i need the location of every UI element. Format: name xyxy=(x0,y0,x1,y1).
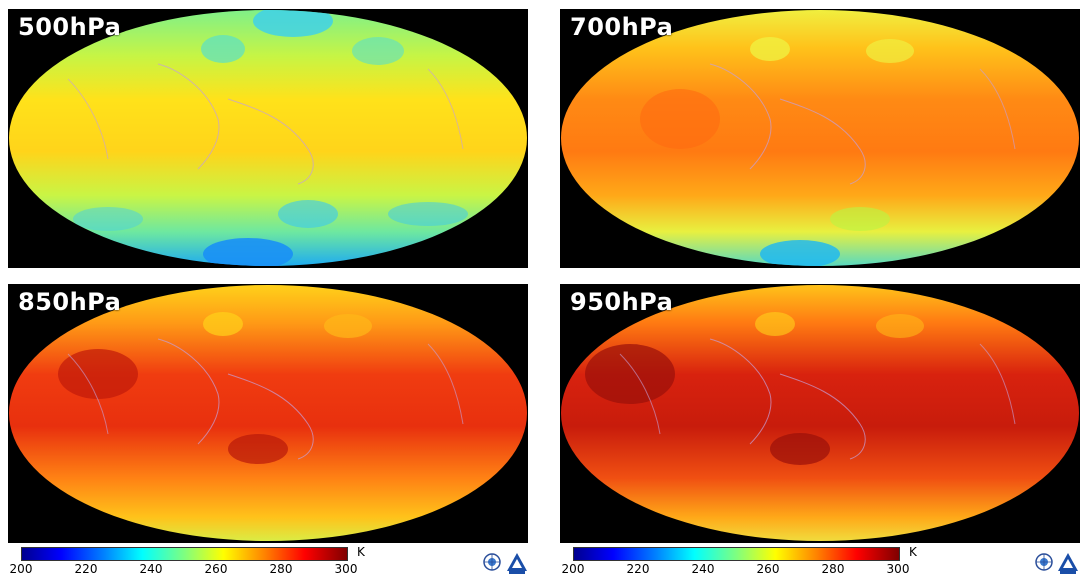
colorbar-tick: 240 xyxy=(691,562,715,576)
colorbar-right: K 200 220 240 260 280 300 xyxy=(562,545,933,579)
globe-map-700hpa xyxy=(561,10,1079,266)
colorbar-tick: 300 xyxy=(334,562,358,576)
globe-logo-icon xyxy=(1035,553,1053,571)
colorbar-left: K 200 220 240 260 280 300 xyxy=(10,545,381,579)
colorbar-tick: 260 xyxy=(756,562,780,576)
map-panel-950hpa: 950hPa xyxy=(560,284,1080,543)
globe-map-850hpa xyxy=(9,285,527,541)
pressure-level-label: 850hPa xyxy=(18,288,122,316)
colorbar-tick: 240 xyxy=(139,562,163,576)
globe-logo-icon xyxy=(483,553,501,571)
colorbar-tick: 200 xyxy=(9,562,33,576)
colorbar-tick: 200 xyxy=(561,562,585,576)
map-panel-500hpa: 500hPa xyxy=(8,9,528,268)
pressure-level-label: 950hPa xyxy=(570,288,674,316)
pressure-level-label: 500hPa xyxy=(18,13,122,41)
colorbar-unit: K xyxy=(909,545,917,559)
colorbar-unit: K xyxy=(357,545,365,559)
nsmc-logo-icon xyxy=(1058,553,1078,574)
globe-map-950hpa xyxy=(561,285,1079,541)
colorbar-gradient xyxy=(573,547,900,561)
colorbar-tick: 280 xyxy=(821,562,845,576)
map-panel-850hpa: 850hPa xyxy=(8,284,528,543)
colorbar-tick: 220 xyxy=(74,562,98,576)
colorbar-tick: 300 xyxy=(886,562,910,576)
globe-map-500hpa xyxy=(9,10,527,266)
colorbar-gradient xyxy=(21,547,348,561)
colorbar-tick: 280 xyxy=(269,562,293,576)
colorbar-tick: 220 xyxy=(626,562,650,576)
map-panel-700hpa: 700hPa xyxy=(560,9,1080,268)
nsmc-logo-icon xyxy=(507,553,527,574)
colorbar-tick: 260 xyxy=(204,562,228,576)
pressure-level-label: 700hPa xyxy=(570,13,674,41)
